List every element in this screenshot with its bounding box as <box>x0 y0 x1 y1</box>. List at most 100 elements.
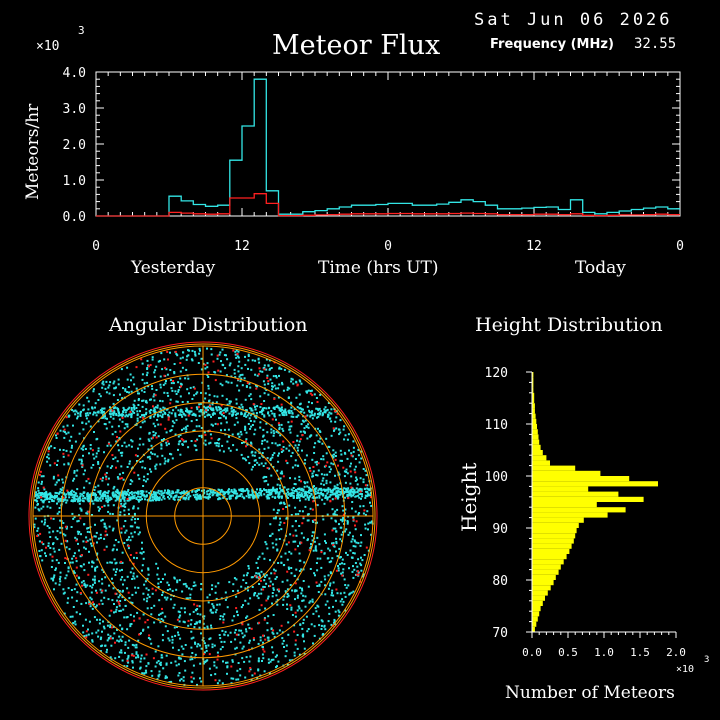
meteor-point <box>138 531 141 534</box>
meteor-point <box>191 671 194 674</box>
meteor-point <box>198 435 201 437</box>
meteor-point <box>182 676 185 679</box>
meteor-point <box>113 407 116 410</box>
meteor-point <box>102 383 105 386</box>
meteor-point <box>286 579 289 582</box>
meteor-point <box>288 659 291 662</box>
meteor-point <box>334 458 337 461</box>
meteor-point <box>161 591 164 594</box>
meteor-point <box>318 543 321 546</box>
meteor-point <box>102 620 104 623</box>
meteor-point <box>254 359 257 362</box>
meteor-point <box>301 627 304 630</box>
meteor-point <box>81 584 84 587</box>
meteor-point <box>130 407 133 409</box>
height-bar <box>532 377 534 383</box>
meteor-point <box>156 455 159 458</box>
meteor-point <box>86 412 89 415</box>
meteor-point <box>148 595 151 598</box>
meteor-point <box>278 366 281 369</box>
meteor-point <box>192 386 195 389</box>
meteor-point <box>219 407 222 410</box>
meteor-point <box>197 362 200 364</box>
meteor-point <box>172 646 174 649</box>
meteor-point <box>302 489 305 492</box>
meteor-point <box>290 608 293 611</box>
meteor-point <box>202 492 205 495</box>
meteor-point <box>87 494 90 497</box>
meteor-point <box>326 496 329 499</box>
meteor-point <box>59 580 62 583</box>
meteor-point <box>323 624 326 627</box>
meteor-point <box>330 420 333 423</box>
meteor-point <box>199 495 202 498</box>
meteor-point <box>131 661 134 664</box>
meteor-point <box>184 491 187 494</box>
meteor-point <box>276 598 279 601</box>
meteor-point <box>70 490 72 493</box>
meteor-point <box>250 407 253 410</box>
meteor-point <box>121 628 124 631</box>
meteor-point <box>330 491 333 494</box>
meteor-point <box>75 560 78 563</box>
meteor-point <box>332 605 334 608</box>
meteor-point <box>76 520 79 523</box>
meteor-point <box>185 428 188 431</box>
meteor-point <box>127 646 130 649</box>
meteor-point <box>353 568 356 571</box>
flux-y-tick-label: 0.0 <box>63 210 86 225</box>
meteor-point <box>86 512 89 515</box>
meteor-point <box>67 570 70 573</box>
meteor-point <box>174 433 177 436</box>
meteor-point <box>97 635 100 638</box>
meteor-point <box>254 405 256 408</box>
meteor-point <box>77 542 79 545</box>
meteor-point <box>59 575 62 578</box>
meteor-point <box>320 458 323 461</box>
meteor-point <box>292 492 295 495</box>
height-bar <box>532 496 644 502</box>
meteor-point <box>253 454 256 457</box>
meteor-point <box>141 541 143 544</box>
meteor-point <box>118 418 121 421</box>
meteor-point <box>48 492 51 495</box>
meteor-point <box>273 412 276 415</box>
meteor-point <box>49 497 51 500</box>
meteor-point <box>81 497 84 500</box>
meteor-point <box>211 603 214 606</box>
meteor-point <box>83 635 86 638</box>
meteor-point <box>139 410 141 413</box>
meteor-point <box>101 497 104 500</box>
meteor-point <box>320 473 323 476</box>
meteor-point <box>247 355 250 357</box>
meteor-point <box>122 525 125 528</box>
meteor-point <box>123 513 126 516</box>
meteor-point <box>78 496 81 499</box>
meteor-point <box>285 492 288 495</box>
meteor-point <box>272 614 275 616</box>
meteor-point <box>219 618 222 621</box>
meteor-point <box>160 618 163 620</box>
meteor-point <box>278 374 280 377</box>
meteor-point <box>241 373 244 376</box>
meteor-point <box>102 416 104 419</box>
meteor-point <box>87 633 90 636</box>
meteor-point <box>210 437 213 440</box>
meteor-point <box>338 611 341 614</box>
meteor-point <box>206 347 208 350</box>
meteor-point <box>257 592 260 595</box>
meteor-point <box>271 495 274 498</box>
meteor-point <box>180 645 183 648</box>
meteor-point <box>320 482 323 485</box>
meteor-point <box>107 386 110 389</box>
meteor-point <box>49 495 52 498</box>
meteor-point <box>302 536 305 539</box>
meteor-point <box>150 670 153 673</box>
meteor-point <box>150 444 153 447</box>
meteor-point <box>104 576 107 579</box>
meteor-point <box>127 547 130 550</box>
meteor-point <box>96 496 99 499</box>
meteor-point <box>174 415 177 418</box>
frequency-value: 32.55 <box>634 36 677 52</box>
meteor-point <box>58 548 61 551</box>
